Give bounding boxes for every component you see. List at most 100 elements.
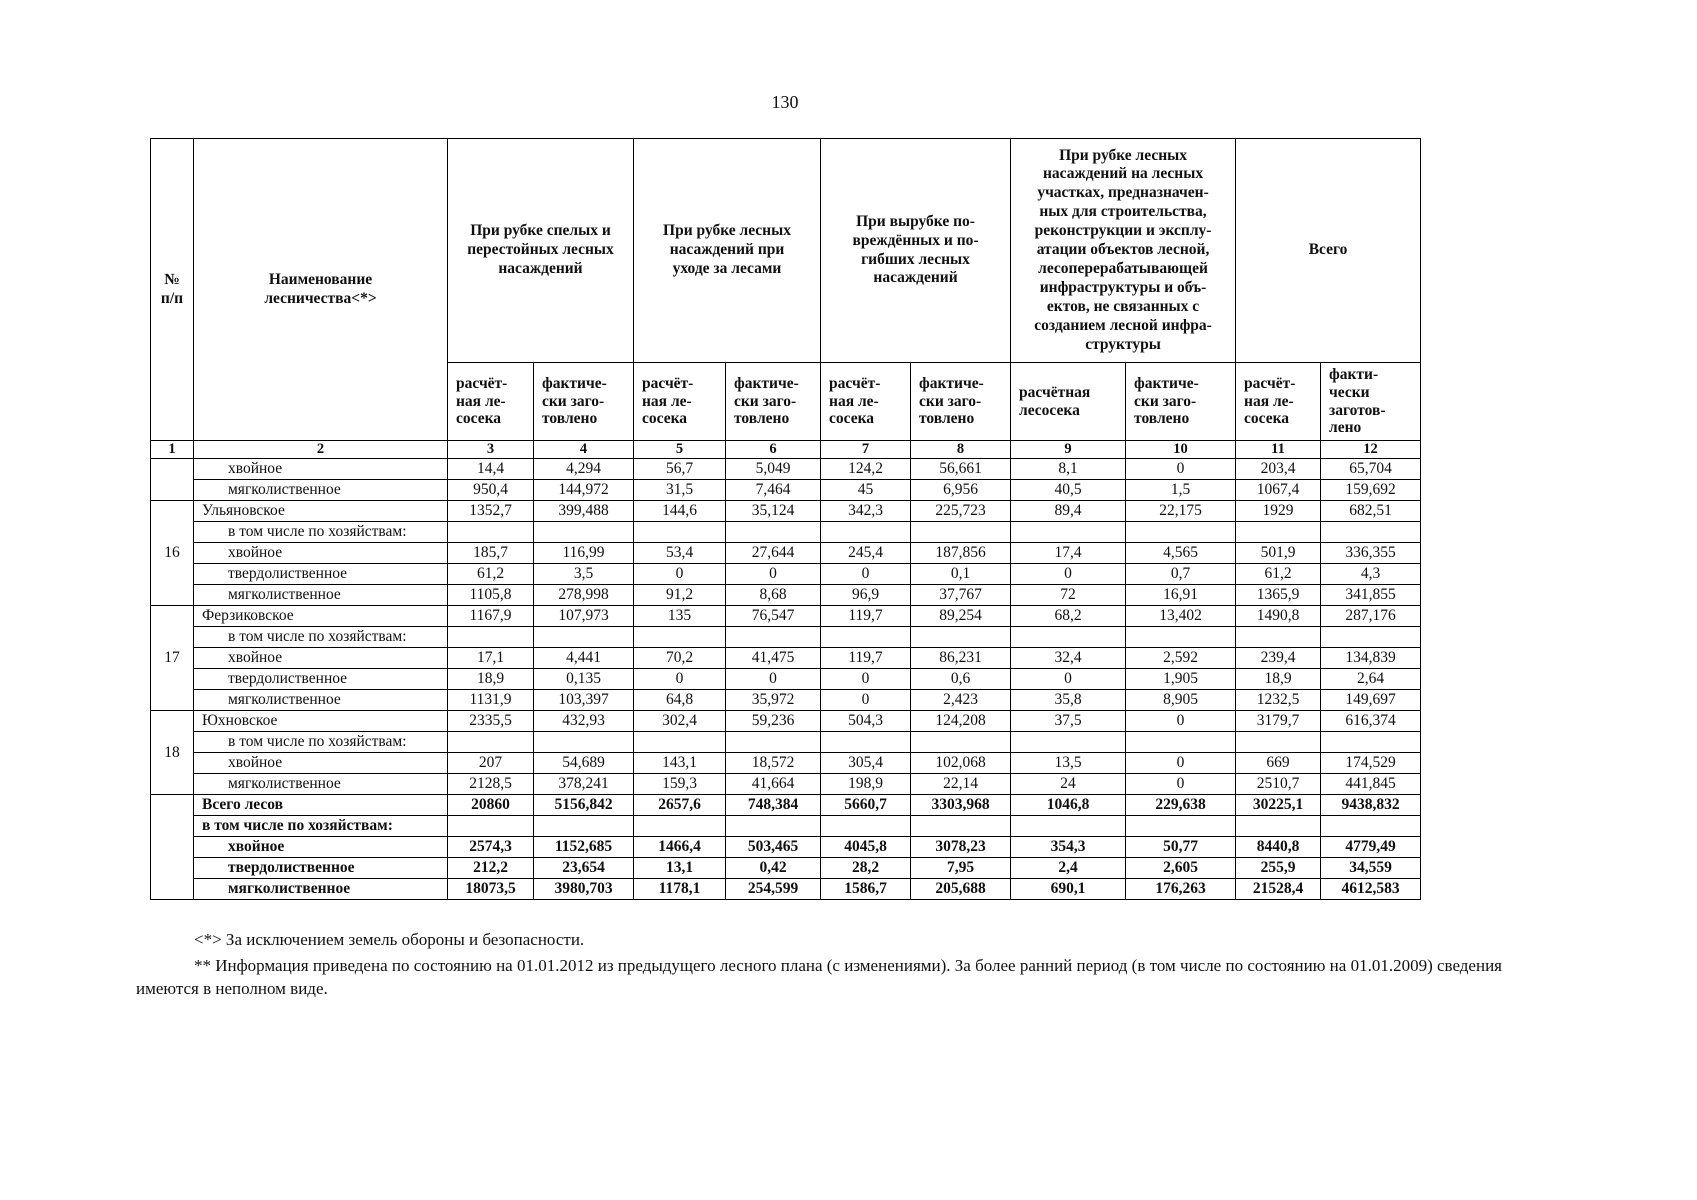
table-row: хвойное 14,4 4,294 56,7 5,049 124,2 56,661 8,1 0… [150, 458, 1422, 501]
value-cell: 22,175 [1125, 500, 1237, 522]
value-cell: 4,441 [533, 647, 634, 669]
page-number: 130 [771, 92, 799, 112]
table-row: хвойное 17,1 4,441 70,2 41,475 119,7 86,231 32,… [151, 647, 1422, 669]
table-row: хвойное 207 54,689 143,1 18,572 305,4 102,068 1… [151, 752, 1422, 774]
value-cell: 2,64 [1320, 668, 1422, 690]
value-cell: 6,956 [910, 479, 1012, 501]
row-number-cell [150, 458, 194, 501]
value-cell: 4,294 [533, 458, 634, 480]
forestry-name-cell: мягколиственное [193, 878, 448, 900]
colnum-1: 1 [150, 440, 194, 459]
table-row: Всего лесов 20860 5156,842 2657,6 748,384 566… [150, 794, 1422, 900]
value-cell: 54,689 [533, 752, 634, 774]
forestry-name-cell: в том числе по хозяйствам: [193, 815, 448, 837]
table-row: мягколиственное 1105,8 278,998 91,2 8,68 96,9… [151, 584, 1422, 606]
table-row: хвойное 2574,3 1152,685 1466,4 503,465 4045,8… [151, 836, 1422, 858]
value-cell: 30225,1 [1235, 794, 1322, 816]
value-cell: 0 [820, 563, 912, 585]
value-cell: 669 [1235, 752, 1322, 774]
table-row: в том числе по хозяйствам: [151, 626, 1422, 648]
colnum-2: 2 [193, 440, 448, 459]
value-cell: 41,664 [724, 773, 822, 795]
value-cell: 135 [633, 605, 726, 627]
value-cell: 24 [1010, 773, 1127, 795]
value-cell: 255,9 [1235, 857, 1322, 879]
value-cell [1010, 626, 1127, 648]
value-cell: 45 [820, 479, 912, 501]
value-cell: 5,049 [724, 458, 822, 480]
value-cell: 0 [633, 563, 726, 585]
col-group-damaged-felling: При вырубке по- вреждённых и по- гибших … [820, 138, 1012, 363]
value-cell: 28,2 [820, 857, 912, 879]
value-cell: 0 [1125, 458, 1237, 480]
value-cell [1125, 731, 1237, 753]
value-cell: 1232,5 [1235, 689, 1322, 711]
value-cell: 18,9 [447, 668, 534, 690]
value-cell: 17,4 [1010, 542, 1127, 564]
forestry-name-cell: мягколиственное [193, 773, 448, 795]
row-number-cell: 17 [150, 605, 194, 711]
value-cell: 441,845 [1320, 773, 1422, 795]
value-cell [820, 815, 912, 837]
value-cell: 116,99 [533, 542, 634, 564]
value-cell [1320, 731, 1422, 753]
value-cell [820, 626, 912, 648]
value-cell: 205,688 [910, 878, 1012, 900]
value-cell: 0,135 [533, 668, 634, 690]
colnum-12: 12 [1320, 440, 1422, 459]
value-cell: 4,565 [1125, 542, 1237, 564]
forestry-name-cell: хвойное [193, 752, 448, 774]
value-cell: 50,77 [1125, 836, 1237, 858]
value-cell [910, 626, 1012, 648]
value-cell [447, 521, 534, 543]
table-row: хвойное 185,7 116,99 53,4 27,644 245,4 187,856… [151, 542, 1422, 564]
forestry-name-cell: Всего лесов [193, 794, 448, 816]
value-cell: 690,1 [1010, 878, 1127, 900]
value-cell [820, 731, 912, 753]
value-cell: 103,397 [533, 689, 634, 711]
col-group-infrastructure-felling: При рубке лесных насаждений на лесных уч… [1010, 138, 1237, 363]
value-cell: 225,723 [910, 500, 1012, 522]
value-cell: 22,14 [910, 773, 1012, 795]
value-cell: 185,7 [447, 542, 534, 564]
value-cell: 13,5 [1010, 752, 1127, 774]
forestry-name-cell: в том числе по хозяйствам: [193, 731, 448, 753]
subheader-calc-4: расчёт- ная ле- сосека [1235, 362, 1322, 441]
value-cell: 0 [724, 668, 822, 690]
value-cell: 1929 [1235, 500, 1322, 522]
value-cell [533, 521, 634, 543]
value-cell: 2574,3 [447, 836, 534, 858]
value-cell: 342,3 [820, 500, 912, 522]
value-cell: 7,464 [724, 479, 822, 501]
value-cell: 1466,4 [633, 836, 726, 858]
forestry-name-cell: в том числе по хозяйствам: [193, 626, 448, 648]
value-cell [1010, 521, 1127, 543]
value-cell: 32,4 [1010, 647, 1127, 669]
value-cell: 0 [1125, 710, 1237, 732]
value-cell: 0,7 [1125, 563, 1237, 585]
value-cell: 239,4 [1235, 647, 1322, 669]
subheader-fact-0: фактиче- ски заго- товлено [533, 362, 634, 441]
subheader-fact-1: фактиче- ски заго- товлено [724, 362, 822, 441]
subheader-calc-1: расчёт- ная ле- сосека [633, 362, 726, 441]
value-cell: 144,6 [633, 500, 726, 522]
forestry-name-cell: хвойное [193, 836, 448, 858]
value-cell: 144,972 [533, 479, 634, 501]
value-cell: 4779,49 [1320, 836, 1422, 858]
value-cell: 102,068 [910, 752, 1012, 774]
forestry-name-cell: хвойное [193, 647, 448, 669]
forestry-name-cell: мягколиственное [193, 479, 448, 501]
value-cell: 950,4 [447, 479, 534, 501]
value-cell: 31,5 [633, 479, 726, 501]
value-cell: 40,5 [1010, 479, 1127, 501]
row-number-cell: 16 [150, 500, 194, 606]
value-cell: 0 [1125, 752, 1237, 774]
value-cell: 245,4 [820, 542, 912, 564]
subheader-calc-0: расчёт- ная ле- сосека [447, 362, 534, 441]
value-cell: 159,3 [633, 773, 726, 795]
value-cell: 14,4 [447, 458, 534, 480]
col-group-total: Всего [1235, 138, 1422, 363]
value-cell: 107,973 [533, 605, 634, 627]
value-cell: 23,654 [533, 857, 634, 879]
value-cell [724, 626, 822, 648]
